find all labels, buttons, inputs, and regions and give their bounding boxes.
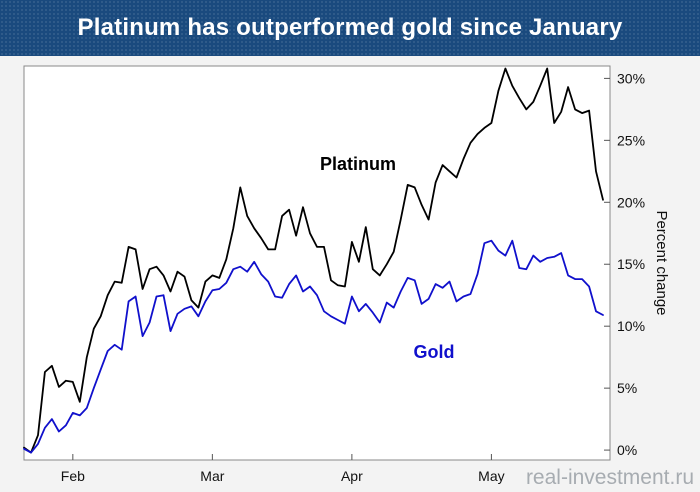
y-tick-label: 0% — [617, 442, 637, 458]
y-tick-label: 5% — [617, 380, 637, 396]
x-tick-label: Feb — [61, 468, 85, 484]
x-tick-label: Mar — [200, 468, 224, 484]
series-line-platinum — [23, 67, 604, 454]
x-tick-label: Apr — [341, 468, 363, 484]
x-tick-label: May — [478, 468, 504, 484]
watermark-text: real-investment.ru — [525, 466, 694, 489]
plot-area — [23, 65, 611, 461]
y-tick-label: 15% — [617, 256, 645, 272]
line-chart: 0% 5% 10% 15% 20% 25% 30% Feb Mar Apr May Percent c… — [23, 65, 670, 484]
y-tick-label: 10% — [617, 318, 645, 334]
series-label-gold: Gold — [414, 342, 455, 362]
title-bar: Platinum has outperformed gold since Jan… — [0, 0, 700, 56]
series-label-platinum: Platinum — [320, 154, 396, 174]
y-tick-label: 25% — [617, 132, 645, 148]
chart-title: Platinum has outperformed gold since Jan… — [77, 14, 623, 41]
y-tick-label: 30% — [617, 70, 645, 86]
y-tick-label: 20% — [617, 194, 645, 210]
y-axis-title: Percent change — [653, 210, 670, 315]
series-line-gold — [23, 239, 604, 454]
